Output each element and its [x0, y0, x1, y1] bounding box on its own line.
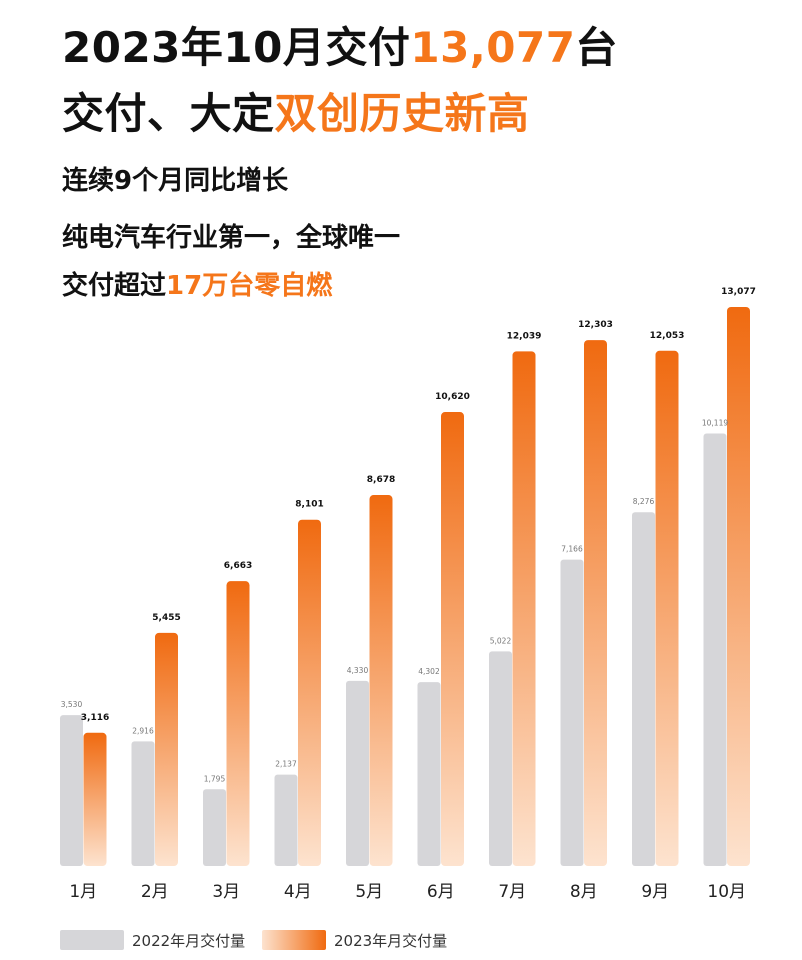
- bar-2022-7: [489, 651, 512, 866]
- legend-label-2023: 2023年月交付量: [334, 931, 448, 950]
- subtitle-line-3-highlight: 17万台零自燃: [166, 271, 333, 301]
- x-tick-label-10: 10月: [707, 882, 746, 902]
- subtitle-line-3-prefix: 交付超过: [62, 271, 167, 301]
- bar-2023-3: [226, 581, 250, 866]
- headline-line-2: 交付、大定双创历史新高: [62, 84, 530, 144]
- bar-2022-5: [346, 680, 369, 866]
- x-tick-label-9: 9月: [641, 882, 669, 902]
- value-label-2023-3: 6,663: [224, 561, 252, 571]
- legend-item-2023: 2023年月交付量: [262, 928, 447, 952]
- value-label-2022-8: 7,166: [561, 545, 583, 554]
- value-label-2023-6: 10,620: [435, 392, 470, 402]
- bar-2023-6: [441, 412, 464, 866]
- headline-line-1: 2023年10月交付13,077台: [62, 18, 618, 78]
- value-label-2022-10: 10,119: [702, 418, 728, 427]
- value-label-2023-8: 12,303: [578, 320, 613, 330]
- bar-2022-4: [274, 774, 298, 866]
- bar-2023-4: [298, 519, 321, 866]
- legend-item-2022: 2022年月交付量: [60, 928, 245, 952]
- value-label-2022-1: 3,530: [61, 700, 83, 709]
- bar-2022-10: [703, 433, 727, 866]
- subtitle-line-3: 交付超过17万台零自燃: [62, 268, 332, 304]
- value-label-2022-2: 2,916: [132, 726, 154, 735]
- legend-swatch-2023: [262, 930, 326, 950]
- value-label-2022-5: 4,330: [347, 666, 369, 675]
- x-tick-label-5: 5月: [355, 882, 383, 902]
- value-label-2022-4: 2,137: [275, 760, 297, 769]
- bar-2022-6: [417, 682, 441, 866]
- bar-2022-2: [131, 741, 155, 866]
- bars-layer: [60, 307, 750, 867]
- x-tick-label-2: 2月: [141, 882, 169, 902]
- value-label-2023-7: 12,039: [507, 331, 542, 341]
- bar-2023-1: [83, 732, 107, 866]
- headline-record-highlight: 双创历史新高: [274, 89, 530, 138]
- value-label-2022-9: 8,276: [633, 497, 655, 506]
- bar-2022-9: [632, 512, 655, 866]
- bar-2023-5: [369, 495, 393, 866]
- headline-line-1-suffix: 台: [575, 23, 618, 72]
- value-label-2023-10: 13,077: [721, 287, 756, 297]
- headline-line-2-prefix: 交付、大定: [62, 89, 275, 138]
- x-tick-label-8: 8月: [570, 882, 598, 902]
- bar-2022-1: [60, 715, 83, 866]
- headline-line-1-prefix: 2023年10月交付: [62, 23, 411, 72]
- bar-2022-8: [560, 559, 584, 866]
- bar-2023-9: [655, 350, 679, 867]
- value-label-2023-5: 8,678: [367, 475, 395, 485]
- legend-swatch-2022: [60, 930, 124, 950]
- subtitle-line-2: 纯电汽车行业第一，全球唯一: [62, 223, 401, 253]
- legend-label-2022: 2022年月交付量: [132, 931, 246, 950]
- value-label-2023-4: 8,101: [295, 500, 323, 510]
- value-label-2022-3: 1,795: [204, 774, 226, 783]
- x-tick-label-7: 7月: [498, 882, 526, 902]
- bar-2023-2: [155, 632, 178, 866]
- value-label-2022-6: 4,302: [418, 667, 440, 676]
- value-label-2023-1: 3,116: [81, 713, 109, 723]
- bar-2023-10: [727, 307, 750, 866]
- bar-2023-7: [512, 351, 536, 866]
- value-label-2022-7: 5,022: [490, 636, 512, 645]
- headline-delivery-count: 13,077: [410, 23, 576, 72]
- x-tick-label-3: 3月: [212, 882, 240, 902]
- x-tick-label-6: 6月: [427, 882, 455, 902]
- bar-2023-8: [584, 340, 607, 866]
- subtitle-line-1: 连续9个月同比增长: [62, 166, 289, 196]
- x-tick-label-1: 1月: [69, 882, 97, 902]
- x-tick-label-4: 4月: [284, 882, 312, 902]
- value-label-2023-9: 12,053: [650, 331, 685, 341]
- value-label-2023-2: 5,455: [152, 613, 180, 623]
- bar-2022-3: [203, 789, 226, 866]
- labels-layer: 3,530 3,116 1月 2,916 5,455 2月 1,795 6,663 3月 2,13…: [61, 287, 756, 902]
